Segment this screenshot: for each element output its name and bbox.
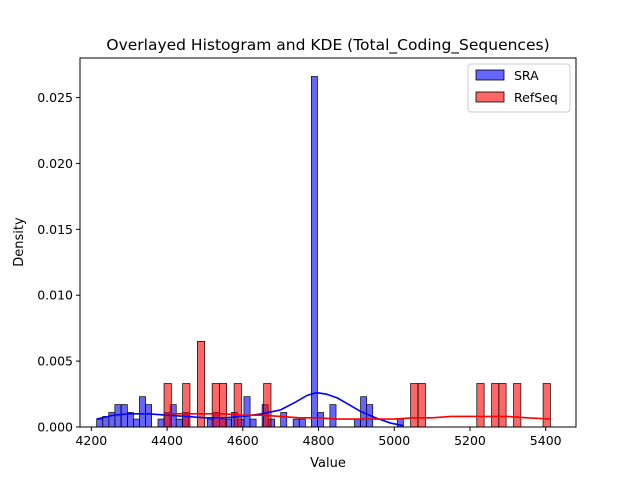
legend-label-sra: SRA xyxy=(514,68,539,83)
refseq-bar-11 xyxy=(498,383,507,428)
refseq-bar-13 xyxy=(542,383,551,428)
y-tick-label-4: 0.020 xyxy=(37,156,73,171)
refseq-bar-1 xyxy=(182,383,191,428)
y-tick-label-5: 0.025 xyxy=(37,90,73,105)
sra-bar-20 xyxy=(243,396,251,428)
refseq-bar-7 xyxy=(410,383,419,428)
x-tick-label-0: 4200 xyxy=(75,433,107,448)
x-tick-label-5: 5200 xyxy=(454,433,486,448)
sra-bar-0 xyxy=(96,418,104,428)
x-tick-label-1: 4400 xyxy=(151,433,183,448)
legend-swatch-refseq xyxy=(475,91,505,103)
y-tick-label-2: 0.010 xyxy=(37,288,73,303)
refseq-kde-line xyxy=(164,413,551,420)
x-tick-label-2: 4600 xyxy=(227,433,259,448)
sra-bar-27 xyxy=(310,76,318,428)
refseq-bar-8 xyxy=(417,383,426,428)
sra-bar-6 xyxy=(133,418,140,428)
sra-bar-21 xyxy=(249,418,257,428)
refseq-bar-12 xyxy=(513,383,522,428)
sra-bar-30 xyxy=(354,418,361,428)
sra-bar-7 xyxy=(139,396,146,428)
sra-bar-4 xyxy=(120,404,128,428)
refseq-bar-9 xyxy=(476,383,485,428)
x-axis-ticks: 4200 4400 4600 4800 5000 5200 5400 xyxy=(75,427,562,448)
x-tick-label-3: 4800 xyxy=(303,433,335,448)
y-tick-label-0: 0.000 xyxy=(37,420,73,435)
refseq-bar-10 xyxy=(491,383,500,428)
kde-curves xyxy=(96,391,551,427)
sra-bar-12 xyxy=(175,418,183,428)
sra-bar-3 xyxy=(114,404,122,428)
refseq-bar-4 xyxy=(218,383,228,428)
sra-bar-25 xyxy=(292,418,300,428)
x-axis-label: Value xyxy=(310,456,346,471)
refseq-bar-3 xyxy=(211,383,220,428)
y-axis-ticks: 0.000 0.005 0.010 0.015 0.020 0.025 xyxy=(37,90,80,435)
sra-bar-24 xyxy=(280,412,288,428)
refseq-bar-0 xyxy=(163,383,172,428)
sra-bar-9 xyxy=(157,418,165,428)
sra-bar-29 xyxy=(329,404,337,428)
refseq-bar-6 xyxy=(263,383,272,428)
y-tick-label-3: 0.015 xyxy=(37,222,73,237)
y-tick-label-1: 0.005 xyxy=(37,354,73,369)
plot-frame xyxy=(79,57,577,428)
legend: SRA RefSeq xyxy=(467,63,571,113)
sra-bar-8 xyxy=(145,404,152,428)
chart-title: Overlayed Histogram and KDE (Total_Codin… xyxy=(106,36,549,55)
y-axis-label: Density xyxy=(12,217,27,267)
refseq-bar-5 xyxy=(233,383,242,428)
legend-swatch-sra xyxy=(475,69,505,81)
x-tick-label-4: 5000 xyxy=(378,433,410,448)
sra-bar-26 xyxy=(298,418,306,428)
sra-bar-28 xyxy=(317,412,324,428)
sra-kde-line xyxy=(96,391,404,427)
x-tick-label-6: 5400 xyxy=(530,433,562,448)
legend-label-refseq: RefSeq xyxy=(514,90,558,105)
